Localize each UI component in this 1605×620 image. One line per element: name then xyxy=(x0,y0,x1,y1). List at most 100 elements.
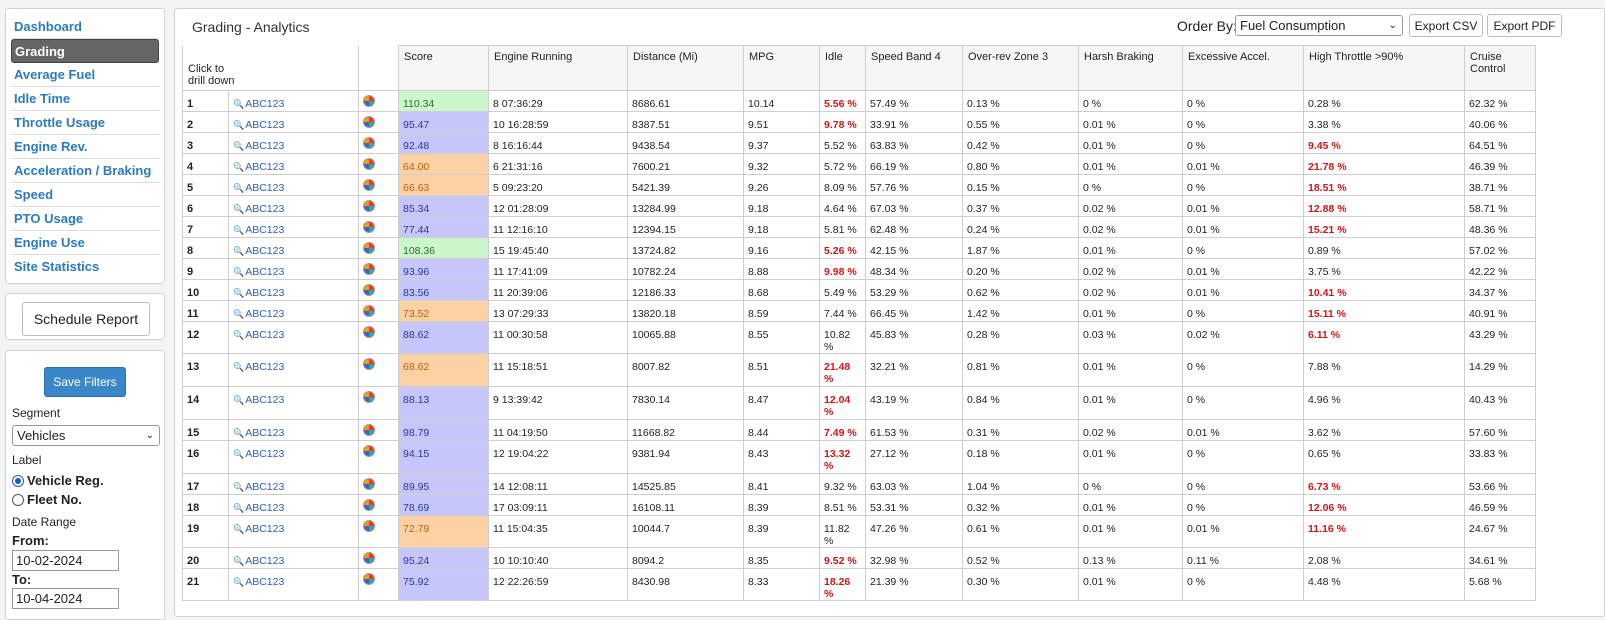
globe-icon[interactable] xyxy=(363,445,375,457)
vehicle-link[interactable]: ABC123 xyxy=(245,481,285,493)
export-csv-button[interactable]: Export CSV xyxy=(1409,14,1483,37)
to-date-input[interactable]: 10-04-2024 xyxy=(12,588,119,609)
globe-icon[interactable] xyxy=(363,305,375,317)
col-mpg[interactable]: MPG xyxy=(743,45,820,91)
col-excessive-accel[interactable]: Excessive Accel. xyxy=(1182,45,1304,91)
globe-icon[interactable] xyxy=(363,200,375,212)
order-by-select[interactable]: Fuel Consumption ⌄ xyxy=(1235,15,1403,36)
vehicle-link[interactable]: ABC123 xyxy=(245,448,285,460)
vehicle-link[interactable]: ABC123 xyxy=(245,502,285,514)
table-row[interactable]: 8 🔍ABC123 108.36 15 19:45:40 13724.82 9.16 5.2… xyxy=(182,237,1536,259)
table-row[interactable]: 9 🔍ABC123 93.96 11 17:41:09 10782.24 8.88 9.98… xyxy=(182,258,1536,280)
globe-icon[interactable] xyxy=(363,158,375,170)
globe-icon[interactable] xyxy=(363,263,375,275)
col-over-rev-zone-3[interactable]: Over-rev Zone 3 xyxy=(962,45,1079,91)
table-row[interactable]: 17 🔍ABC123 89.95 14 12:08:11 14525.85 8.41 9.3… xyxy=(182,473,1536,495)
vehicle-link[interactable]: ABC123 xyxy=(245,361,285,373)
nav-engine-rev[interactable]: Engine Rev. xyxy=(11,135,159,159)
globe-icon[interactable] xyxy=(363,221,375,233)
save-filters-button[interactable]: Save Filters xyxy=(44,367,126,397)
table-row[interactable]: 14 🔍ABC123 88.13 9 13:39:42 7830.14 8.47 12.04… xyxy=(182,386,1536,420)
globe-icon[interactable] xyxy=(363,391,375,403)
vehicle-link[interactable]: ABC123 xyxy=(245,182,285,194)
nav-throttle-usage[interactable]: Throttle Usage xyxy=(11,111,159,135)
row-index: 19 xyxy=(182,515,229,548)
row-index: 16 xyxy=(182,440,229,474)
magnifier-icon: 🔍 xyxy=(233,309,245,319)
col-score[interactable]: Score xyxy=(398,45,489,91)
table-row[interactable]: 6 🔍ABC123 85.34 12 01:28:09 13284.99 9.18 4.64… xyxy=(182,195,1536,217)
table-row[interactable]: 15 🔍ABC123 98.79 11 04:19:50 11668.82 8.44 7.4… xyxy=(182,419,1536,441)
nav-pto-usage[interactable]: PTO Usage xyxy=(11,207,159,231)
table-row[interactable]: 4 🔍ABC123 64.00 6 21:31:16 7600.21 9.32 5.72 %… xyxy=(182,153,1536,175)
globe-icon[interactable] xyxy=(363,358,375,370)
table-row[interactable]: 18 🔍ABC123 78.69 17 03:09:11 16108.11 8.39 8.5… xyxy=(182,494,1536,516)
globe-icon[interactable] xyxy=(363,499,375,511)
vehicle-link[interactable]: ABC123 xyxy=(245,308,285,320)
table-row[interactable]: 16 🔍ABC123 94.15 12 19:04:22 9381.94 8.43 13.3… xyxy=(182,440,1536,474)
vehicle-link[interactable]: ABC123 xyxy=(245,394,285,406)
vehicle-link[interactable]: ABC123 xyxy=(245,555,285,567)
col-speed-band-4[interactable]: Speed Band 4 xyxy=(865,45,963,91)
vehicle-link[interactable]: ABC123 xyxy=(245,576,285,588)
excessive-accel-cell: 0 % xyxy=(1182,353,1304,387)
vehicle-link[interactable]: ABC123 xyxy=(245,266,285,278)
vehicle-link[interactable]: ABC123 xyxy=(245,140,285,152)
schedule-report-button[interactable]: Schedule Report xyxy=(22,302,150,336)
nav-idle-time[interactable]: Idle Time xyxy=(11,87,159,111)
table-row[interactable]: 21 🔍ABC123 75.92 12 22:26:59 8430.98 8.33 18.2… xyxy=(182,568,1536,601)
segment-select[interactable]: Vehicles ⌄ xyxy=(12,425,160,446)
table-row[interactable]: 1 🔍ABC123 110.34 8 07:36:29 8686.61 10.14 5.56… xyxy=(182,90,1536,112)
vehicle-link[interactable]: ABC123 xyxy=(245,287,285,299)
col-distance[interactable]: Distance (Mi) xyxy=(627,45,744,91)
col-harsh-braking[interactable]: Harsh Braking xyxy=(1078,45,1183,91)
globe-icon[interactable] xyxy=(363,116,375,128)
vehicle-link[interactable]: ABC123 xyxy=(245,224,285,236)
table-row[interactable]: 7 🔍ABC123 77.44 11 12:16:10 12394.15 9.18 5.81… xyxy=(182,216,1536,238)
table-row[interactable]: 12 🔍ABC123 88.62 11 00:30:58 10065.88 8.55 10.… xyxy=(182,321,1536,354)
table-row[interactable]: 19 🔍ABC123 72.79 11 15:04:35 10044.7 8.39 11.8… xyxy=(182,515,1536,548)
nav-speed[interactable]: Speed xyxy=(11,183,159,207)
nav-dashboard[interactable]: Dashboard xyxy=(11,15,159,39)
vehicle-link[interactable]: ABC123 xyxy=(245,245,285,257)
table-row[interactable]: 13 🔍ABC123 68.62 11 15:18:51 8007.82 8.51 21.4… xyxy=(182,353,1536,387)
col-high-throttle[interactable]: High Throttle >90% xyxy=(1303,45,1465,91)
radio-fleet-no[interactable]: Fleet No. xyxy=(12,492,82,507)
nav-engine-use[interactable]: Engine Use xyxy=(11,231,159,255)
globe-icon[interactable] xyxy=(363,424,375,436)
table-row[interactable]: 10 🔍ABC123 83.56 11 20:39:06 12186.33 8.68 5.4… xyxy=(182,279,1536,301)
nav-site-statistics[interactable]: Site Statistics xyxy=(14,259,100,274)
vehicle-link[interactable]: ABC123 xyxy=(245,161,285,173)
vehicle-link[interactable]: ABC123 xyxy=(245,203,285,215)
nav-acceleration-braking[interactable]: Acceleration / Braking xyxy=(11,159,159,183)
table-row[interactable]: 5 🔍ABC123 66.63 5 09:23:20 5421.39 9.26 8.09 %… xyxy=(182,174,1536,196)
excessive-accel-cell: 0 % xyxy=(1182,440,1304,474)
globe-icon[interactable] xyxy=(363,552,375,564)
globe-icon[interactable] xyxy=(363,326,375,338)
table-row[interactable]: 11 🔍ABC123 73.52 13 07:29:33 13820.18 8.59 7.4… xyxy=(182,300,1536,322)
nav-average-fuel[interactable]: Average Fuel xyxy=(11,63,159,87)
table-row[interactable]: 20 🔍ABC123 95.24 10 10:10:40 8094.2 8.35 9.52 … xyxy=(182,547,1536,569)
vehicle-link[interactable]: ABC123 xyxy=(245,98,285,110)
vehicle-link[interactable]: ABC123 xyxy=(245,427,285,439)
globe-icon[interactable] xyxy=(363,242,375,254)
globe-icon[interactable] xyxy=(363,179,375,191)
export-pdf-button[interactable]: Export PDF xyxy=(1487,14,1562,37)
globe-icon[interactable] xyxy=(363,520,375,532)
col-engine-running[interactable]: Engine Running xyxy=(488,45,628,91)
table-row[interactable]: 3 🔍ABC123 92.48 8 16:16:44 9438.54 9.37 5.52 %… xyxy=(182,132,1536,154)
vehicle-link[interactable]: ABC123 xyxy=(245,329,285,341)
table-row[interactable]: 2 🔍ABC123 95.47 10 16:28:59 8387.51 9.51 9.78 … xyxy=(182,111,1536,133)
radio-vehicle-reg[interactable]: Vehicle Reg. xyxy=(12,473,104,488)
vehicle-link[interactable]: ABC123 xyxy=(245,523,285,535)
col-idle[interactable]: Idle xyxy=(819,45,866,91)
nav-grading[interactable]: Grading xyxy=(11,39,159,63)
globe-icon[interactable] xyxy=(363,573,375,585)
globe-icon[interactable] xyxy=(363,137,375,149)
col-cruise-control[interactable]: Cruise Control xyxy=(1464,45,1536,91)
vehicle-link[interactable]: ABC123 xyxy=(245,119,285,131)
globe-icon[interactable] xyxy=(363,95,375,107)
from-date-input[interactable]: 10-02-2024 xyxy=(12,550,119,571)
globe-icon[interactable] xyxy=(363,284,375,296)
globe-icon[interactable] xyxy=(363,478,375,490)
